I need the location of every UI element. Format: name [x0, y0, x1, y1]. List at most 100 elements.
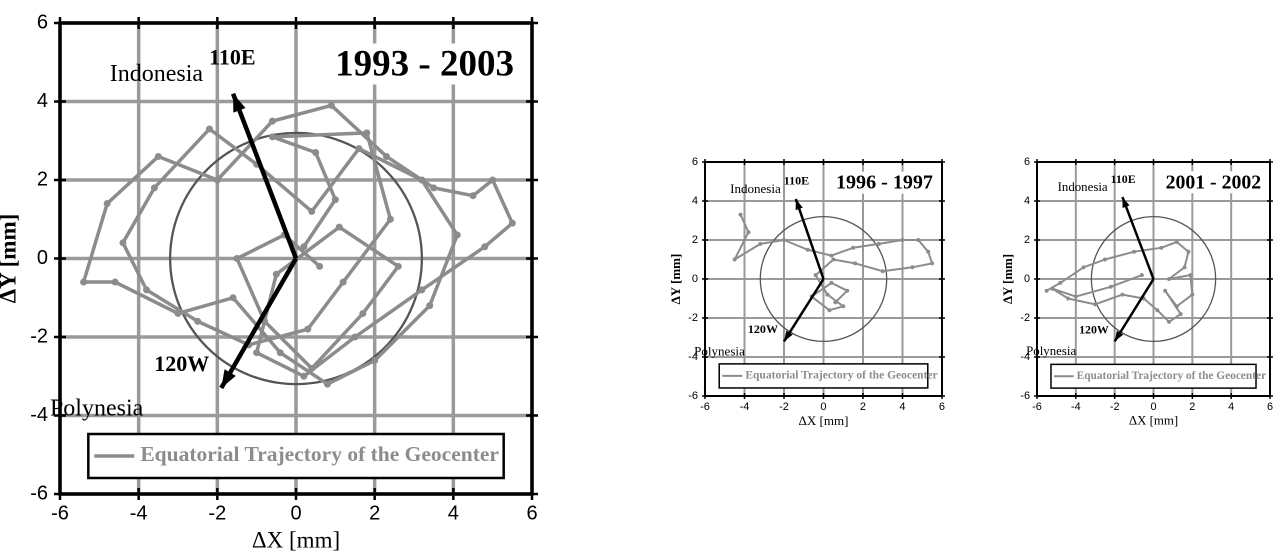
y-tick-label: 2	[1024, 234, 1030, 246]
trajectory-point	[829, 280, 834, 285]
legend-label: Equatorial Trajectory of the Geocenter	[1077, 370, 1266, 382]
x-tick-label: 4	[1228, 401, 1234, 413]
x-tick-label: 6	[1267, 401, 1273, 413]
title-background	[331, 43, 518, 85]
trajectory-point	[1120, 292, 1125, 297]
y-tick-label: 4	[37, 90, 48, 112]
trajectory-point	[1182, 265, 1187, 270]
arrow-head	[784, 330, 793, 342]
trajectory-point	[308, 207, 316, 215]
x-axis-label: ΔX [mm]	[252, 527, 340, 552]
x-tick-label: 6	[939, 401, 945, 413]
y-tick-label: 0	[1024, 273, 1030, 285]
title-background	[1163, 171, 1264, 194]
trajectory-point	[276, 349, 284, 357]
reference-circle	[1090, 215, 1217, 343]
region-label: Indonesia	[730, 181, 781, 196]
y-tick-label: 0	[37, 247, 48, 269]
trajectory-point	[1190, 292, 1195, 297]
legend-box	[1050, 363, 1257, 389]
arrow-shaft	[1113, 278, 1155, 343]
x-tick-label: 0	[820, 401, 826, 413]
arrow-label: 120W	[748, 322, 778, 336]
trajectory-point	[418, 176, 426, 184]
arrow-label: 110E	[784, 174, 809, 188]
y-tick-label: -6	[688, 390, 698, 402]
arrow-label: 120W	[154, 351, 209, 376]
region-label: Indonesia	[1058, 180, 1108, 194]
trajectory-point	[481, 243, 489, 251]
trajectory-point	[1174, 239, 1179, 244]
trajectory-point	[926, 249, 931, 254]
trajectory-point	[339, 278, 347, 286]
y-tick-label: -6	[1020, 390, 1030, 402]
trajectory-point	[233, 255, 241, 262]
trajectory-point	[805, 247, 810, 252]
region-label: Polynesia	[1026, 344, 1076, 358]
y-tick-label: 4	[692, 195, 698, 207]
reference-circle	[759, 215, 888, 343]
x-tick-label: 2	[860, 401, 866, 413]
trajectory-point	[1139, 273, 1144, 278]
trajectory-point	[253, 349, 261, 357]
trajectory-point	[327, 101, 335, 109]
trajectory-point	[304, 325, 312, 333]
trajectory-point	[1155, 308, 1160, 313]
arrow-head	[233, 93, 246, 113]
trajectory-point	[1108, 284, 1113, 289]
trajectory-point	[781, 237, 787, 243]
trajectory-point	[268, 133, 276, 141]
trajectory-point	[831, 257, 836, 262]
x-tick-label: -6	[51, 502, 69, 524]
arrow-shaft	[782, 278, 825, 343]
trajectory-point	[1081, 265, 1086, 270]
trajectory-point	[386, 215, 394, 223]
trajectory-point	[205, 125, 213, 133]
trajectory-point	[229, 294, 237, 302]
trajectory-point	[876, 241, 881, 246]
legend-label: Equatorial Trajectory of the Geocenter	[140, 442, 499, 466]
x-tick-label: 2	[1189, 401, 1195, 413]
y-tick-label: 2	[692, 234, 698, 246]
trajectory-point	[312, 149, 320, 157]
trajectory-point	[418, 286, 426, 294]
trajectory-point	[1178, 312, 1183, 317]
legend-label: Equatorial Trajectory of the Geocenter	[745, 370, 937, 382]
trajectory-point	[851, 245, 856, 250]
y-tick-label: -2	[688, 312, 698, 324]
region-label: Indonesia	[110, 61, 204, 87]
y-tick-label: 6	[1024, 156, 1030, 168]
x-tick-label: -2	[1110, 401, 1120, 413]
chart-title: 2001 - 2002	[1166, 171, 1262, 193]
trajectory-point	[1188, 273, 1193, 278]
trajectory-point	[331, 196, 339, 204]
trajectory-point	[829, 253, 834, 258]
trajectory-point	[316, 262, 324, 270]
trajectory-point	[930, 261, 935, 266]
trajectory-point	[910, 265, 915, 270]
arrow-shaft	[219, 257, 298, 390]
y-tick-label: -2	[1020, 312, 1030, 324]
chart-title: 1996 - 1997	[836, 172, 933, 194]
trajectory-point	[825, 292, 830, 297]
trajectory-point	[1066, 296, 1071, 301]
y-axis-label: ΔY [mm]	[0, 214, 20, 304]
trajectory-point	[853, 261, 858, 266]
trajectory-point	[430, 184, 438, 192]
arrow-head	[795, 199, 803, 211]
arrow-label: 110E	[1111, 172, 1136, 186]
trajectory-point	[359, 309, 367, 317]
y-tick-label: 0	[692, 273, 698, 285]
trajectory-point	[103, 200, 111, 208]
trajectory-point	[758, 241, 763, 246]
y-axis-label: ΔY [mm]	[1001, 254, 1015, 304]
arrow-head	[221, 369, 236, 389]
y-tick-label: 2	[37, 168, 48, 190]
trajectory-point	[746, 230, 751, 235]
trajectory-point	[1093, 302, 1098, 307]
trajectory-point	[827, 308, 832, 313]
trajectory-point	[213, 176, 221, 184]
trajectory-point	[813, 273, 818, 278]
y-tick-label: -4	[1020, 351, 1030, 363]
x-tick-label: -2	[779, 401, 789, 413]
